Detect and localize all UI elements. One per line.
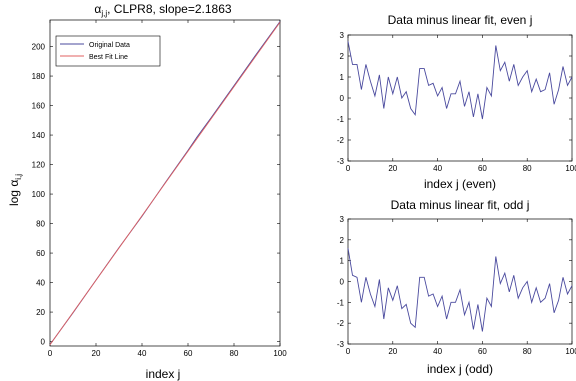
odd-residual-chart: Data minus linear fit, odd j 0 20 40 60 80 10… [337,198,576,376]
main-chart-series-best-fit-line [49,21,281,345]
even-residual-chart-title: Data minus linear fit, even j [388,13,533,27]
odd-residual-chart-y-tick-label: -3 [337,340,345,349]
odd-residual-chart-x-tick-label: 100 [565,347,576,356]
legend-box [55,35,161,67]
main-chart-x-tick-label: 80 [230,349,239,358]
main-chart-y-tick-label: 20 [36,308,45,317]
even-residual-chart-y-tick-label: 1 [340,73,345,82]
even-residual-chart-x-tick-label: 100 [565,164,576,173]
main-chart-y-tick-label: 160 [32,102,46,111]
odd-residual-chart-axes: 0 20 40 60 80 100 -3 -2 -1 0 1 2 3 [337,215,576,356]
legend-label-best-fit-line: Best Fit Line [89,54,128,61]
even-residual-chart-y-tick-label: -1 [337,115,345,124]
main-chart-y-tick-label: 40 [36,279,45,288]
even-residual-chart-plot-area [347,34,573,162]
odd-residual-chart-y-tick-label: 1 [340,257,345,266]
main-chart-y-tick-label: 140 [32,131,46,140]
even-residual-chart-series-residual [347,41,573,120]
odd-residual-chart-y-tick-label: -1 [337,298,345,307]
odd-residual-chart-y-tick-label: 0 [340,278,345,287]
main-chart-y-tick-label: 120 [32,161,46,170]
even-residual-chart-y-tick-label: 2 [340,52,345,61]
even-residual-chart-x-tick-label: 60 [478,164,487,173]
legend: Original Data Best Fit Line [55,35,161,67]
odd-residual-chart-x-tick-label: 60 [478,347,487,356]
even-residual-chart-y-tick-label: 3 [340,31,345,40]
main-chart-x-tick-label: 40 [138,349,147,358]
main-chart-x-tick-label: 60 [184,349,193,358]
odd-residual-chart-x-tick-label: 40 [433,347,442,356]
odd-residual-chart-y-tick-label: 2 [340,236,345,245]
even-residual-chart-x-tick-label: 0 [346,164,351,173]
main-chart-x-label: index j [146,367,181,381]
main-chart-y-tick-label: 80 [36,220,45,229]
main-chart-x-tick-label: 0 [48,349,53,358]
odd-residual-chart-x-tick-label: 80 [523,347,532,356]
main-chart-x-tick-label: 20 [92,349,101,358]
odd-residual-chart-y-tick-label: -2 [337,319,345,328]
main-chart-y-tick-label: 60 [36,249,45,258]
odd-residual-chart-series-residual [347,248,573,332]
main-chart-y-tick-label: 180 [32,72,46,81]
main-chart-y-tick-label: 0 [41,338,46,347]
main-chart-x-tick-label: 100 [273,349,287,358]
odd-residual-chart-x-label: index j (odd) [427,362,493,376]
main-chart-y-label: log αi,j [7,174,23,206]
even-residual-chart-x-tick-label: 20 [388,164,397,173]
even-residual-chart-axes: 0 20 40 60 80 100 -3 -2 -1 0 1 2 3 [337,31,576,173]
odd-residual-chart-y-tick-label: 3 [340,215,345,224]
main-chart-y-tick-label: 100 [32,190,46,199]
even-residual-chart-y-tick-label: -2 [337,136,345,145]
odd-residual-chart-x-tick-label: 0 [346,347,351,356]
even-residual-chart: Data minus linear fit, even j 0 20 40 60 80 1… [337,13,576,191]
even-residual-chart-y-tick-label: -3 [337,157,345,166]
even-residual-chart-x-tick-label: 80 [523,164,532,173]
odd-residual-chart-x-tick-label: 20 [388,347,397,356]
even-residual-chart-x-tick-label: 40 [433,164,442,173]
main-chart-axes: 0 20 40 60 80 100 0 20 40 60 80 100 120 140 160 180 200 [32,19,287,358]
even-residual-chart-y-tick-label: 0 [340,94,345,103]
even-residual-chart-x-label: index j (even) [424,177,496,191]
main-chart-title: αj,j, CLPR8, slope=2.1863 [94,2,231,18]
main-chart-y-tick-label: 200 [32,43,46,52]
odd-residual-chart-title: Data minus linear fit, odd j [391,198,530,212]
legend-label-original-data: Original Data [89,42,130,49]
main-chart: αj,j, CLPR8, slope=2.1863 0 20 40 60 80 100 0 2… [7,2,287,381]
odd-residual-chart-plot-area [347,218,573,345]
